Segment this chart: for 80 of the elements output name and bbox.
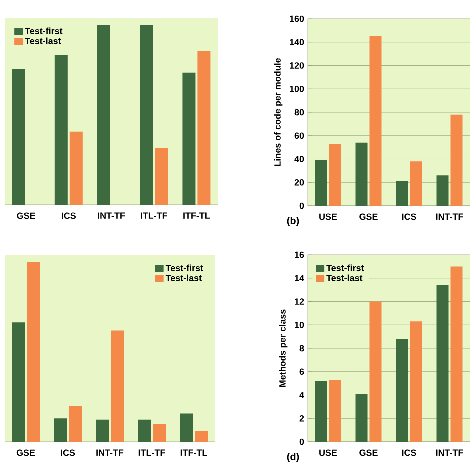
bar xyxy=(450,266,463,442)
x-tick-label: USE xyxy=(320,450,338,456)
x-tick-label: INT-TF xyxy=(98,212,126,219)
bar xyxy=(182,72,196,205)
y-tick-label: 4 xyxy=(300,392,304,398)
x-tick-label: GSE xyxy=(360,450,378,456)
y-tick-label: 120 xyxy=(290,62,304,69)
bar xyxy=(98,25,111,205)
x-tick-label: ITL-TF xyxy=(138,450,166,456)
y-tick-label: 60 xyxy=(294,132,304,140)
bar xyxy=(12,69,26,205)
bar xyxy=(370,302,382,442)
bar xyxy=(410,162,422,206)
y-tick-label: 8 xyxy=(300,345,304,352)
text: (d) xyxy=(287,453,300,462)
legend-label: Test-first xyxy=(166,264,204,272)
y-axis-title: Methods per class xyxy=(279,310,288,388)
bar xyxy=(110,330,124,442)
bar xyxy=(194,431,208,442)
x-tick-label: ICS xyxy=(61,450,76,456)
bar xyxy=(26,262,40,442)
bar xyxy=(54,418,68,442)
bar xyxy=(138,420,152,442)
bar xyxy=(198,51,211,205)
y-tick-label: 20 xyxy=(294,179,304,186)
x-tick-label: GSE xyxy=(16,450,36,456)
x-tick-label: ITF-TL xyxy=(184,212,210,219)
bar xyxy=(12,322,26,442)
y-tick-label: 0 xyxy=(300,438,304,446)
bar xyxy=(436,285,449,442)
bar xyxy=(155,148,168,205)
x-tick-label: ICS xyxy=(402,214,416,220)
bar xyxy=(96,420,110,442)
y-tick-label: 160 xyxy=(290,16,304,22)
y-tick-label: 100 xyxy=(290,86,304,92)
y-tick-label: 40 xyxy=(294,156,304,162)
text: (b) xyxy=(287,216,300,226)
x-tick-label: ITF-TL xyxy=(180,450,208,456)
bar xyxy=(356,394,368,442)
x-tick-label: ICS xyxy=(62,212,76,220)
bar xyxy=(396,339,408,442)
x-tick-label: USE xyxy=(320,214,338,220)
y-tick-label: 80 xyxy=(294,109,304,116)
x-tick-label: INT-TF xyxy=(96,450,124,456)
bar xyxy=(68,406,82,442)
bar xyxy=(396,181,408,206)
y-axis-title: Lines of code per module xyxy=(274,58,283,166)
bar xyxy=(315,381,328,442)
bar xyxy=(436,176,449,206)
x-tick-label: INT-TF xyxy=(436,214,464,220)
y-tick-label: 10 xyxy=(295,322,304,328)
x-tick-label: GSE xyxy=(360,214,378,220)
x-tick-label: GSE xyxy=(17,212,36,220)
bar xyxy=(329,380,342,442)
bar xyxy=(315,160,328,206)
y-tick-label: 2 xyxy=(300,415,304,422)
bar xyxy=(370,36,382,206)
bar xyxy=(140,25,154,205)
bar xyxy=(356,142,368,206)
legend-label: Test-first xyxy=(326,264,364,272)
bar xyxy=(54,55,68,205)
bar xyxy=(180,414,194,442)
y-tick-label: 16 xyxy=(295,252,304,258)
x-tick-label: INT-TF xyxy=(436,450,464,456)
bar xyxy=(329,144,342,206)
bar xyxy=(450,114,463,206)
legend-label: Test-last xyxy=(326,274,363,282)
legend-label: Test-first xyxy=(25,28,63,34)
bar xyxy=(152,424,166,442)
x-tick-label: ITL-TF xyxy=(141,212,168,219)
y-tick-label: 12 xyxy=(295,298,304,305)
y-tick-label: 6 xyxy=(300,368,304,376)
bar xyxy=(410,322,422,442)
bar xyxy=(70,132,83,205)
legend-label: Test-last xyxy=(25,38,62,44)
y-tick-label: 14 xyxy=(295,275,304,282)
legend-label: Test-last xyxy=(166,274,202,282)
y-tick-label: 0 xyxy=(300,202,304,210)
y-tick-label: 140 xyxy=(290,39,304,46)
x-tick-label: ICS xyxy=(402,450,416,456)
